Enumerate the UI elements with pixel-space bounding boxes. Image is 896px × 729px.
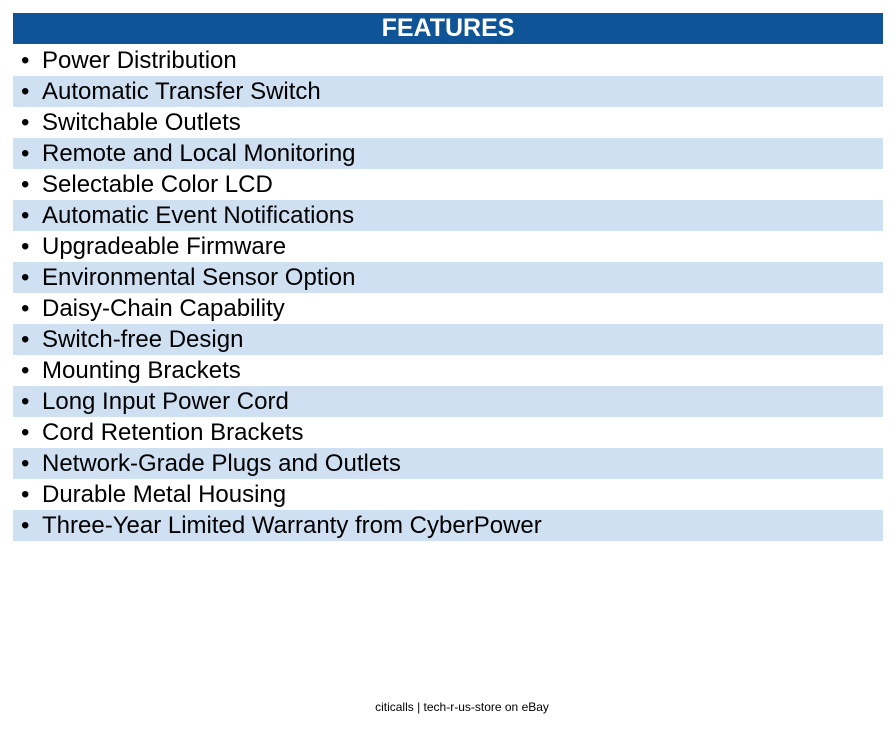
footer: citicalls | tech-r-us-store on eBay xyxy=(375,700,549,714)
feature-item: Switchable Outlets xyxy=(13,107,883,138)
feature-item: Automatic Transfer Switch xyxy=(13,76,883,107)
feature-item: Cord Retention Brackets xyxy=(13,417,883,448)
feature-item: Selectable Color LCD xyxy=(13,169,883,200)
feature-item: Automatic Event Notifications xyxy=(13,200,883,231)
feature-item: Network-Grade Plugs and Outlets xyxy=(13,448,883,479)
feature-item: Remote and Local Monitoring xyxy=(13,138,883,169)
feature-item: Upgradeable Firmware xyxy=(13,231,883,262)
feature-item: Durable Metal Housing xyxy=(13,479,883,510)
feature-item: Power Distribution xyxy=(13,45,883,76)
feature-item: Three-Year Limited Warranty from CyberPo… xyxy=(13,510,883,541)
feature-item: Daisy-Chain Capability xyxy=(13,293,883,324)
feature-item: Switch-free Design xyxy=(13,324,883,355)
feature-item: Long Input Power Cord xyxy=(13,386,883,417)
feature-item: Mounting Brackets xyxy=(13,355,883,386)
header-title: FEATURES xyxy=(13,13,883,44)
feature-list: Power DistributionAutomatic Transfer Swi… xyxy=(13,45,883,541)
feature-item: Environmental Sensor Option xyxy=(13,262,883,293)
